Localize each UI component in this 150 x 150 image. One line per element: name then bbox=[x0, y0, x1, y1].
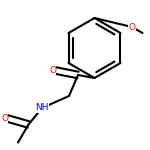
Text: O: O bbox=[49, 66, 56, 75]
Text: NH: NH bbox=[35, 103, 49, 112]
Text: O: O bbox=[1, 114, 8, 123]
Text: O: O bbox=[129, 22, 135, 32]
